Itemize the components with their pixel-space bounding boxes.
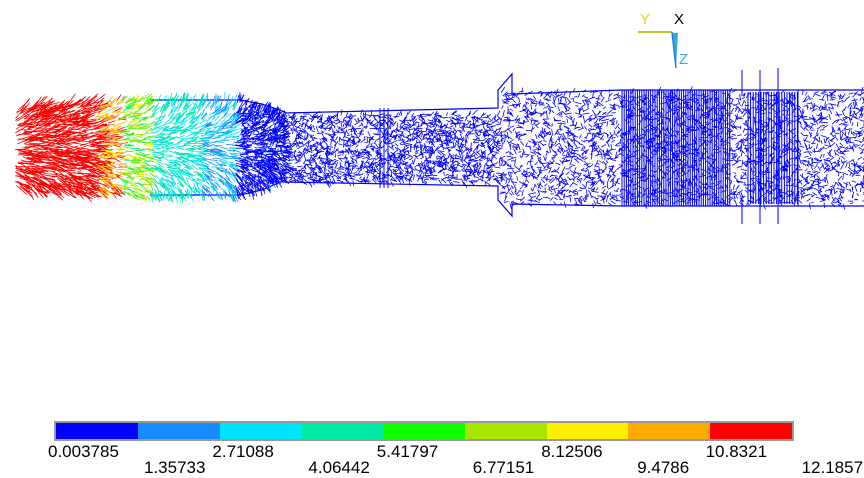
vector-series <box>14 93 128 203</box>
legend-color-cell <box>301 423 384 439</box>
triad-y-label: Y <box>640 11 651 28</box>
legend-color-cell <box>219 423 302 439</box>
legend-tick-upper: 2.71088 <box>212 442 274 461</box>
legend-color-cell <box>464 423 547 439</box>
legend-tick-upper: 10.8321 <box>705 442 768 461</box>
dense-lines <box>379 68 799 224</box>
legend-tick-lower: 6.77151 <box>472 458 535 477</box>
legend-color-bar <box>54 421 794 441</box>
legend-tick-lower: 4.06442 <box>308 458 370 477</box>
vector-series <box>120 92 208 204</box>
triad-x-label: X <box>674 11 685 28</box>
legend-tick-upper: 8.12506 <box>541 442 603 461</box>
triad-icon <box>638 31 678 69</box>
axis-triad: Y X Z <box>632 8 692 72</box>
legend-tick-upper: 0.003785 <box>48 442 119 461</box>
legend-tick-lower: 9.4786 <box>637 458 690 477</box>
vector-series <box>95 96 128 200</box>
vector-series <box>234 86 864 210</box>
legend-color-cell <box>383 423 465 439</box>
triad-z-label: Z <box>679 51 689 68</box>
velocity-vectors <box>14 86 864 210</box>
legend-color-cell <box>137 423 220 439</box>
legend-color-cell <box>56 423 138 439</box>
legend-tick-lower: 1.35733 <box>144 458 206 477</box>
vector-series <box>120 93 158 203</box>
velocity-vector-field <box>14 68 864 224</box>
legend-tick-lower: 12.1857 <box>801 458 864 477</box>
legend-color-cell <box>710 423 793 439</box>
legend-color-cell <box>628 423 711 439</box>
legend-tick-upper: 5.41797 <box>376 442 439 461</box>
dense-vector-region <box>379 68 799 224</box>
legend-color-cell <box>546 423 629 439</box>
